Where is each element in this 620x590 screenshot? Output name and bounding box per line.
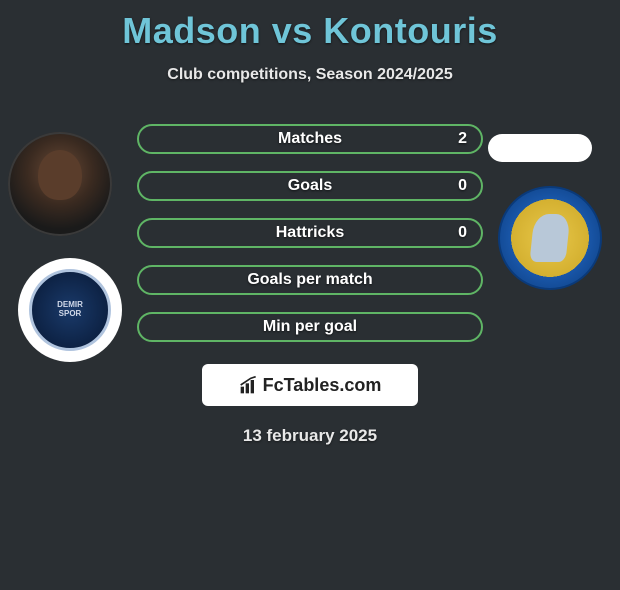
stat-value: 0 <box>458 177 467 195</box>
subtitle: Club competitions, Season 2024/2025 <box>0 66 620 84</box>
stat-value: 0 <box>458 224 467 242</box>
stat-value: 2 <box>458 130 467 148</box>
stat-row-goals: Goals 0 <box>137 171 483 201</box>
player-right-avatar <box>488 134 592 162</box>
club-right-logo <box>498 186 602 290</box>
stat-row-hattricks: Hattricks 0 <box>137 218 483 248</box>
club-left-logo: DEMIRSPOR <box>18 258 122 362</box>
stat-label: Hattricks <box>276 224 344 242</box>
stat-label: Goals <box>288 177 332 195</box>
club-right-logo-figure <box>529 214 570 262</box>
club-left-logo-inner: DEMIRSPOR <box>29 269 111 351</box>
bar-chart-icon <box>239 375 259 395</box>
stat-row-goals-per-match: Goals per match <box>137 265 483 295</box>
stat-label: Goals per match <box>247 271 372 289</box>
stat-label: Min per goal <box>263 318 357 336</box>
stat-row-min-per-goal: Min per goal <box>137 312 483 342</box>
stat-row-matches: Matches 2 <box>137 124 483 154</box>
stat-label: Matches <box>278 130 342 148</box>
branding-badge: FcTables.com <box>202 364 418 406</box>
date-label: 13 february 2025 <box>0 426 620 446</box>
page-title: Madson vs Kontouris <box>0 10 620 52</box>
branding-text: FcTables.com <box>263 375 382 396</box>
player-left-avatar <box>8 132 112 236</box>
